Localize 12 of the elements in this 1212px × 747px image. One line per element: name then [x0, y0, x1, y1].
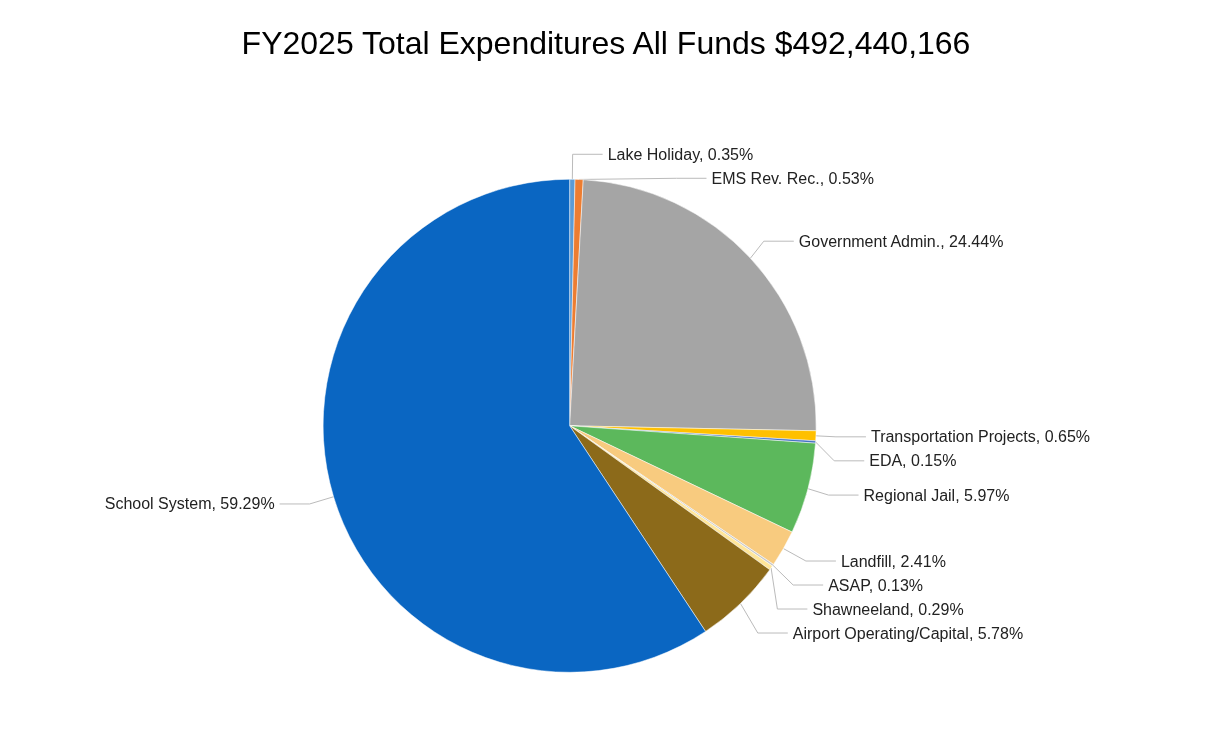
slice-label: ASAP, 0.13%: [828, 576, 924, 594]
slice-label: EDA, 0.15%: [869, 452, 957, 470]
slice-label: EMS Rev. Rec., 0.53%: [711, 169, 874, 187]
slice-label: Transportation Projects, 0.65%: [870, 428, 1091, 446]
slice-label: Government Admin., 24.44%: [798, 232, 1004, 250]
chart-title: FY2025 Total Expenditures All Funds $492,440,166: [241, 25, 971, 61]
slice-label: Regional Jail, 5.97%: [863, 486, 1010, 504]
slice-label: Landfill, 2.41%: [840, 552, 946, 570]
slice-label: School System, 59.29%: [104, 495, 275, 513]
slice-label: Lake Holiday, 0.35%: [607, 145, 754, 163]
slice-label: Shawneeland, 0.29%: [812, 600, 964, 618]
slice-label: Airport Operating/Capital, 5.78%: [792, 624, 1024, 642]
